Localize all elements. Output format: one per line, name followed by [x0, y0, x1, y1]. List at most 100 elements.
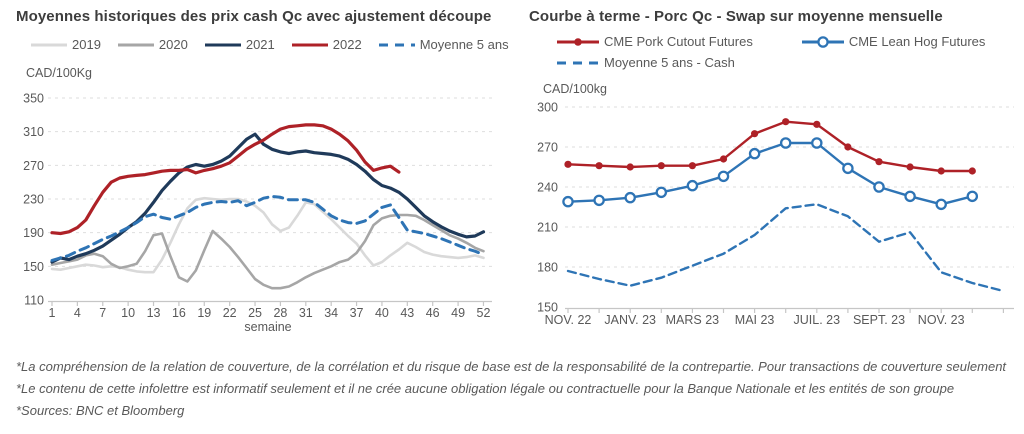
left-chart-plot: 350 310 270 230 190 150 110 1 4 7 10 13 16 19 22 25 28 31…	[23, 92, 492, 334]
marker-cme-lean-hog-futures-1	[593, 194, 605, 207]
marker-cme-lean-hog-futures-7	[779, 137, 792, 149]
marker-cme-lean-hog-futures-3	[655, 186, 668, 199]
marker-cme-lean-hog-futures-0	[562, 195, 574, 208]
marker-cme-pork-cutout-futures-10	[875, 158, 883, 166]
marker-cme-pork-cutout-futures-8	[813, 120, 821, 128]
series-line-cme-pork-cutout-futures	[566, 120, 974, 173]
y-tick-350: 350	[23, 92, 44, 106]
right-chart-legend-row2: Moyenne 5 ans - Cash	[556, 55, 735, 70]
x-tick-label-sept-23: SEPT. 23	[853, 313, 905, 327]
y-tick-310: 310	[23, 125, 44, 139]
legend-swatch-2019-line	[31, 43, 67, 46]
legend-label-cme-lean-hog-futures: CME Lean Hog Futures	[848, 34, 986, 49]
legend-item-moyenne-5-ans-cash: Moyenne 5 ans - Cash	[556, 55, 735, 70]
x-tick-label-37: 37	[350, 306, 364, 320]
marker-cme-lean-hog-futures-2	[624, 191, 636, 204]
legend-swatch-2021-line	[204, 43, 241, 46]
marker-cme-pork-cutout-futures-11	[906, 163, 914, 171]
legend-label-cme-pork-cutout-futures: CME Pork Cutout Futures	[604, 34, 753, 49]
x-axis-title: semaine	[244, 320, 291, 334]
y-tick-270: 270	[537, 141, 558, 155]
x-tick-label-7: 7	[99, 306, 106, 320]
marker-cme-pork-cutout-futures-13	[968, 167, 976, 175]
y-tick-150: 150	[23, 260, 44, 274]
x-tick-label-10: 10	[121, 306, 135, 320]
y-tick-270: 270	[23, 159, 44, 173]
marker-cme-lean-hog-futures-6	[748, 147, 761, 160]
legend-item-2019: 2019	[30, 37, 101, 52]
legend-item-2021: 2021	[204, 37, 275, 52]
y-tick-230: 230	[23, 193, 44, 207]
x-tick-label-43: 43	[400, 306, 414, 320]
legend-label-moyenne-5-ans-cash: Moyenne 5 ans - Cash	[604, 55, 735, 70]
marker-cme-lean-hog-futures-9	[842, 162, 854, 175]
x-tick-label-1: 1	[49, 306, 56, 320]
marker-cme-lean-hog-futures-10	[873, 181, 885, 193]
x-tick-label-juil-23: JUIL. 23	[794, 313, 841, 327]
marker-cme-pork-cutout-futures-7	[782, 118, 790, 126]
x-tick-label-mai-23: MAI 23	[735, 313, 775, 327]
y-tick-110: 110	[24, 294, 44, 308]
y-tick-150: 150	[537, 301, 558, 315]
series-line-moyenne-5-ans-cash	[566, 203, 1005, 293]
legend-item-cme-lean-hog-futures: CME Lean Hog Futures	[801, 34, 986, 49]
x-tick-label-46: 46	[426, 306, 440, 320]
legend-label-2021: 2021	[245, 37, 275, 52]
legend-swatch-2022-line	[291, 43, 328, 46]
footnote-1: *La compréhension de la relation de couv…	[16, 359, 1007, 374]
legend-swatch-moyenne-5-ans-dashed-line	[378, 43, 415, 46]
marker-cme-pork-cutout-futures-9	[844, 143, 852, 151]
x-tick-label-19: 19	[197, 306, 211, 320]
marker-cme-pork-cutout-futures-4	[688, 162, 696, 170]
footnote-2: *Le contenu de cette infolettre est info…	[16, 381, 955, 396]
footnote-3: *Sources: BNC et Bloomberg	[16, 403, 185, 418]
x-tick-label-28: 28	[273, 306, 287, 320]
legend-item-cme-pork-cutout-futures: CME Pork Cutout Futures	[556, 34, 753, 49]
x-tick-label-25: 25	[248, 306, 262, 320]
legend-swatch-2020-line	[117, 43, 154, 46]
x-tick-label-13: 13	[147, 306, 161, 320]
legend-item-2020: 2020	[117, 37, 188, 52]
series-line-2022	[50, 123, 401, 236]
y-tick-240: 240	[537, 181, 558, 195]
x-tick-label-mars-23: MARS 23	[666, 313, 720, 327]
marker-cme-lean-hog-futures-4	[686, 179, 699, 192]
marker-cme-pork-cutout-futures-6	[751, 130, 759, 138]
marker-cme-lean-hog-futures-8	[811, 137, 823, 149]
series-line-2020	[50, 213, 485, 290]
y-tick-210: 210	[537, 221, 558, 235]
left-chart-title: Moyennes historiques des prix cash Qc av…	[16, 8, 492, 25]
marker-cme-pork-cutout-futures-0	[564, 160, 572, 168]
x-tick-label-22: 22	[223, 306, 237, 320]
legend-label-2022: 2022	[332, 37, 362, 52]
series-line-moyenne-5-ans	[50, 195, 485, 262]
marker-cme-lean-hog-futures-5	[717, 170, 730, 183]
left-chart-unit-label: CAD/100Kg	[26, 66, 93, 80]
x-tick-label-31: 31	[299, 306, 313, 320]
x-tick-label-40: 40	[375, 306, 389, 320]
x-tick-label-52: 52	[477, 306, 491, 320]
y-tick-300: 300	[537, 101, 558, 115]
x-tick-label-49: 49	[451, 306, 465, 320]
marker-cme-pork-cutout-futures-1	[595, 162, 603, 170]
marker-cme-pork-cutout-futures-12	[937, 167, 945, 175]
legend-swatch-cme-lean-hog-futures-line	[801, 35, 844, 48]
x-tick-label-janv-23: JANV. 23	[604, 313, 656, 327]
x-tick-label-nov-23: NOV. 23	[918, 313, 965, 327]
legend-item-moyenne-5-ans: Moyenne 5 ans	[378, 37, 509, 52]
left-chart-legend: 2019 2020 2021 2022 Moyenne 5 ans	[30, 37, 509, 52]
x-tick-label-34: 34	[324, 306, 338, 320]
right-chart-unit-label: CAD/100kg	[543, 82, 607, 96]
y-tick-180: 180	[537, 261, 558, 275]
marker-cme-lean-hog-futures-13	[966, 190, 979, 203]
marker-cme-lean-hog-futures-11	[904, 190, 916, 203]
legend-swatch-cme-pork-cutout-futures-line	[557, 37, 599, 46]
legend-item-2022: 2022	[291, 37, 362, 52]
marker-cme-lean-hog-futures-12	[935, 198, 947, 211]
legend-label-moyenne-5-ans: Moyenne 5 ans	[419, 37, 509, 52]
legend-swatch-moyenne-5-ans-cash-dashed-line	[557, 61, 599, 64]
legend-label-2020: 2020	[158, 37, 188, 52]
y-tick-190: 190	[23, 226, 44, 240]
